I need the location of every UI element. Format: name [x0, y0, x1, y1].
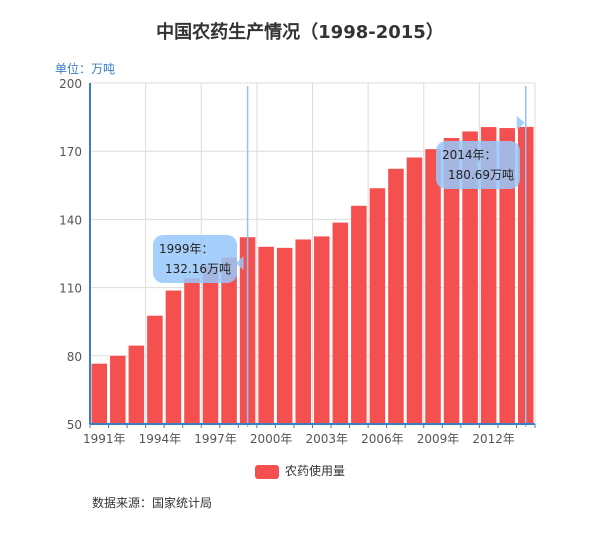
tooltip-year: 1999年： — [159, 242, 214, 256]
bar-2000年 — [258, 246, 274, 424]
y-tick-label: 50 — [67, 418, 82, 432]
y-tick-label: 80 — [67, 350, 82, 364]
tooltip-value: 180.69万吨 — [448, 168, 514, 182]
bar-2009年 — [425, 149, 441, 425]
bar-2006年 — [369, 188, 386, 424]
bar-2010年 — [443, 137, 460, 425]
bar-1997年 — [202, 265, 219, 424]
bar-2011年 — [462, 131, 478, 424]
legend-label: 农药使用量 — [284, 464, 345, 478]
bar-2005年 — [351, 205, 367, 424]
bar-1992年 — [110, 355, 126, 424]
bar-2012年 — [480, 127, 497, 425]
bar-1993年 — [128, 345, 145, 424]
x-tick-label: 2000年 — [250, 432, 293, 446]
tooltip-1999: 1999年： 132.16万吨 — [153, 235, 237, 283]
x-tick-label: 2003年 — [305, 432, 348, 446]
bar-1995年 — [165, 290, 182, 424]
x-tick-label: 2012年 — [472, 432, 515, 446]
y-tick-label: 200 — [59, 77, 82, 91]
tooltip-2014: 2014年： 180.69万吨 — [436, 141, 520, 189]
x-tick-label: 1991年 — [83, 432, 126, 446]
x-tick-label: 2006年 — [361, 432, 404, 446]
legend[interactable]: 农药使用量 — [0, 462, 600, 479]
y-axis-unit: 单位：万吨 — [55, 62, 116, 76]
legend-swatch — [254, 464, 279, 479]
y-tick-label: 110 — [59, 282, 82, 296]
bar-2003年 — [314, 236, 330, 424]
bar-1991年 — [91, 363, 108, 424]
tooltip-pointer — [516, 115, 525, 130]
y-tick-label: 170 — [59, 145, 82, 159]
bar-2002年 — [295, 239, 311, 424]
bar-2001年 — [276, 247, 293, 424]
bar-2013年 — [499, 128, 515, 424]
tooltip-pointer — [235, 256, 244, 271]
bar-1998年 — [221, 257, 237, 424]
bar-2008年 — [406, 157, 423, 424]
x-tick-label: 2009年 — [417, 432, 460, 446]
bar-1996年 — [184, 278, 200, 424]
tooltip-value: 132.16万吨 — [165, 262, 231, 276]
bar-2004年 — [332, 222, 349, 424]
source-note: 数据来源：国家统计局 — [92, 496, 213, 510]
tooltip-year: 2014年： — [442, 148, 497, 162]
x-tick-label: 1994年 — [139, 432, 182, 446]
bar-2007年 — [388, 168, 404, 424]
x-tick-label: 1997年 — [194, 432, 237, 446]
chart-title: 中国农药生产情况（1998-2015） — [156, 22, 444, 43]
y-tick-label: 140 — [59, 213, 82, 227]
bar-1994年 — [147, 315, 163, 424]
